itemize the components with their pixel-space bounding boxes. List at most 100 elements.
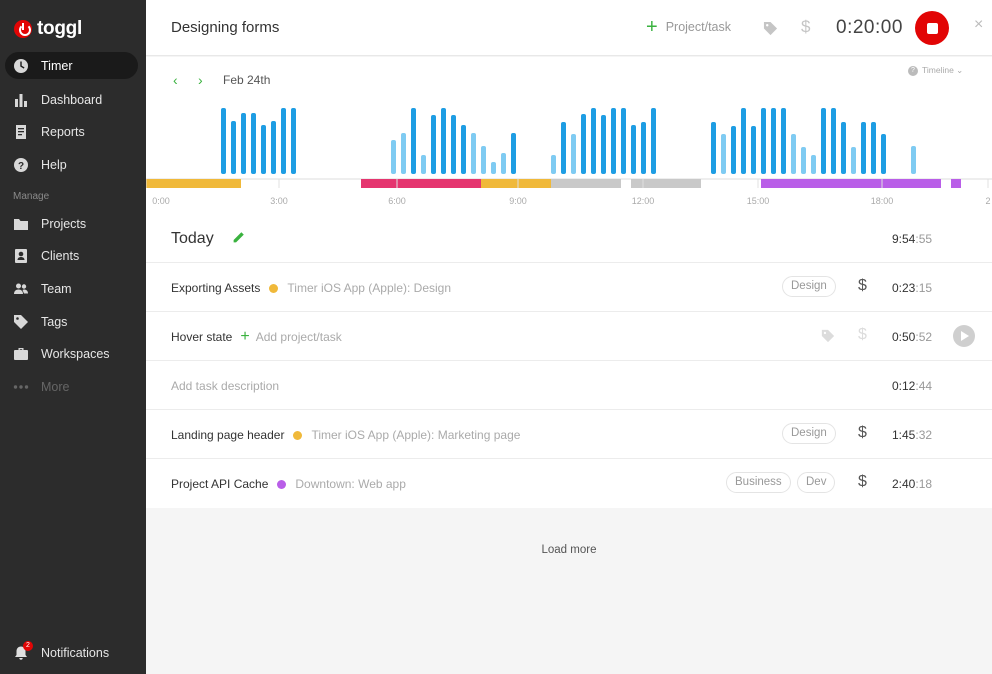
notification-count-badge: 2 <box>23 641 33 651</box>
toggl-logo[interactable]: toggl <box>14 18 82 40</box>
sidebar-item-timer[interactable]: Timer <box>5 52 138 79</box>
entry-segment <box>481 179 551 188</box>
entry-project[interactable]: Timer iOS App (Apple): Design <box>287 281 452 295</box>
activity-bar <box>451 115 456 174</box>
activity-bar <box>801 147 806 174</box>
timeline-toggle[interactable]: ? Timeline ⌄ <box>908 65 963 76</box>
entry-project[interactable]: Timer iOS App (Apple): Marketing page <box>311 428 521 442</box>
time-entry-row[interactable]: Add task description 0:12:44 <box>146 361 992 410</box>
activity-bar <box>561 122 566 174</box>
previous-day-button[interactable]: ‹ <box>173 72 178 88</box>
activity-bar <box>261 125 266 174</box>
sidebar-item-team[interactable]: Team <box>5 275 138 302</box>
hour-label: 9:00 <box>509 196 527 206</box>
sidebar-item-help[interactable]: ? Help <box>5 151 138 178</box>
next-day-button[interactable]: › <box>198 72 203 88</box>
timeline-panel: ‹ › Feb 24th ? Timeline ⌄ 0:00 3:00 6:00 9:… <box>146 57 992 215</box>
billable-dollar-icon[interactable]: $ <box>858 473 867 490</box>
activity-bar <box>551 155 556 174</box>
project-task-button[interactable]: + Project/task <box>646 17 731 37</box>
time-entry-row[interactable]: Hover state + Add project/task $ 0:50:52 <box>146 312 992 361</box>
tag-chip-design[interactable]: Design <box>782 423 836 444</box>
activity-bar <box>271 121 276 174</box>
sidebar-item-label: Clients <box>41 248 80 263</box>
activity-bar <box>471 133 476 174</box>
sidebar-item-reports[interactable]: Reports <box>5 118 138 145</box>
activity-bar <box>871 122 876 174</box>
timeline-toggle-label: Timeline ⌄ <box>922 65 964 75</box>
timeline-date: Feb 24th <box>223 73 271 87</box>
entry-description[interactable]: Exporting Assets <box>171 281 261 295</box>
billable-dollar-icon[interactable]: $ <box>858 326 867 343</box>
activity-bar <box>641 122 646 174</box>
sidebar-item-workspaces[interactable]: Workspaces <box>5 340 138 367</box>
hour-label: 6:00 <box>388 196 406 206</box>
sidebar-item-label: Reports <box>41 124 85 139</box>
tag-chip-dev[interactable]: Dev <box>797 472 836 493</box>
notifications-label: Notifications <box>41 646 110 660</box>
stop-timer-button[interactable] <box>915 11 949 45</box>
activity-bar <box>711 122 716 174</box>
tag-icon[interactable] <box>763 21 778 36</box>
bell-icon: 2 <box>13 641 33 661</box>
activity-bar <box>721 134 726 174</box>
sidebar-item-label: Dashboard <box>41 92 103 107</box>
tag-chip-business[interactable]: Business <box>726 472 791 493</box>
add-description-placeholder[interactable]: Add task description <box>171 379 280 393</box>
entry-segment <box>631 179 701 188</box>
clock-icon <box>13 58 29 74</box>
activity-bar <box>401 133 406 174</box>
timer-header: Designing forms + Project/task $ 0:20:00… <box>146 0 992 56</box>
activity-bar <box>851 147 856 174</box>
activity-bar <box>291 108 296 174</box>
hour-label: 12:00 <box>632 196 655 206</box>
notifications-button[interactable]: 2 Notifications <box>13 641 110 661</box>
activity-bar <box>241 113 246 174</box>
time-entry-row[interactable]: Project API Cache Downtown: Web app Busi… <box>146 459 992 508</box>
sidebar-item-tags[interactable]: Tags <box>5 308 138 335</box>
sidebar-item-more[interactable]: More <box>5 373 138 400</box>
activity-timeline-chart: 0:00 3:00 6:00 9:00 12:00 15:00 18:00 2 <box>146 108 992 206</box>
activity-bar <box>761 108 766 174</box>
activity-bar <box>731 126 736 174</box>
sidebar-item-label: Projects <box>41 216 87 231</box>
running-timer: 0:20:00 <box>836 17 903 38</box>
entry-description[interactable]: Landing page header <box>171 428 285 442</box>
time-entry-row[interactable]: Landing page header Timer iOS App (Apple… <box>146 410 992 459</box>
billable-dollar-icon[interactable]: $ <box>858 277 867 294</box>
activity-bar <box>611 108 616 174</box>
entry-project[interactable]: Downtown: Web app <box>295 477 406 491</box>
hour-label: 15:00 <box>747 196 770 206</box>
current-task-description[interactable]: Designing forms <box>171 19 280 36</box>
hour-axis: 0:00 3:00 6:00 9:00 12:00 15:00 18:00 2 <box>146 179 991 206</box>
activity-bar <box>231 121 236 174</box>
activity-bar <box>621 108 626 174</box>
plus-icon[interactable]: + <box>240 328 250 345</box>
sidebar-item-projects[interactable]: Projects <box>5 210 138 237</box>
activity-bar <box>421 155 426 174</box>
billable-dollar-icon[interactable]: $ <box>801 17 811 36</box>
tag-chip-design[interactable]: Design <box>782 276 836 297</box>
entry-segment <box>146 179 241 188</box>
edit-pencil-icon[interactable] <box>232 231 245 244</box>
activity-bar <box>461 125 466 174</box>
tag-icon[interactable] <box>821 329 835 343</box>
add-project-link[interactable]: Add project/task <box>255 330 342 344</box>
entry-description[interactable]: Project API Cache <box>171 477 269 491</box>
help-icon: ? <box>13 157 29 173</box>
more-icon <box>13 379 29 395</box>
today-group-header: Today 9:54:55 <box>146 215 992 263</box>
time-entry-row[interactable]: Exporting Assets Timer iOS App (Apple): … <box>146 263 992 312</box>
load-more-button[interactable]: Load more <box>541 544 597 556</box>
project-task-label: Project/task <box>665 20 731 34</box>
activity-bar <box>431 115 436 174</box>
entry-description[interactable]: Hover state <box>171 330 233 344</box>
sidebar-item-dashboard[interactable]: Dashboard <box>5 86 138 113</box>
sidebar-item-clients[interactable]: Clients <box>5 242 138 269</box>
activity-bar <box>781 108 786 174</box>
close-icon[interactable]: × <box>974 16 984 33</box>
billable-dollar-icon[interactable]: $ <box>858 424 867 441</box>
entry-duration: 0:50:52 <box>892 330 933 344</box>
briefcase-icon <box>13 346 29 362</box>
continue-play-button[interactable] <box>953 325 975 347</box>
